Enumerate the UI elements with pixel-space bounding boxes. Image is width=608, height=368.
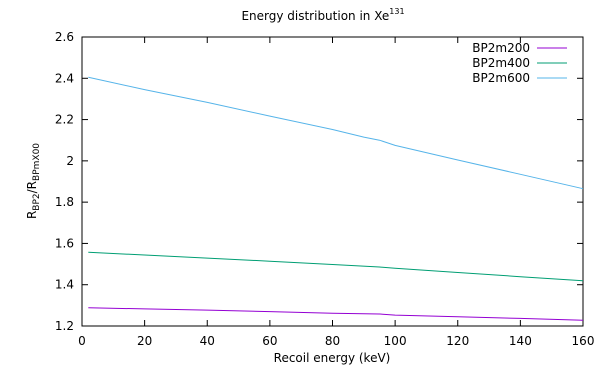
x-axis-title: Recoil energy (keV) [274, 351, 391, 365]
chart-title: Energy distribution in Xe131 [241, 7, 404, 23]
series-lines [88, 76, 584, 321]
x-tick-label: 40 [200, 334, 215, 348]
y-tick-label: 1.2 [55, 319, 74, 333]
y-tick-label: 1.4 [55, 278, 74, 292]
y-tick-label: 2.6 [55, 30, 74, 44]
y-tick-label: 1.8 [55, 195, 74, 209]
legend-label: BP2m400 [472, 56, 530, 70]
y-tick-label: 1.6 [55, 236, 74, 250]
x-tick-label: 0 [78, 334, 86, 348]
x-tick-label: 100 [384, 334, 407, 348]
y-tick-label: 2.4 [55, 71, 74, 85]
x-tick-label: 140 [509, 334, 532, 348]
x-tick-label: 80 [325, 334, 340, 348]
series-line-BP2m400 [88, 251, 584, 282]
series-line-BP2m200 [88, 307, 584, 321]
legend-label: BP2m200 [472, 41, 530, 55]
legend-label: BP2m600 [472, 71, 530, 85]
x-tick-label: 120 [446, 334, 469, 348]
x-tick-label: 160 [572, 334, 595, 348]
y-axis: 1.2 1.4 1.6 1.8 2 2.2 2.4 2.6 [55, 30, 583, 333]
y-axis-title: RBP2/RBPmX00 [25, 143, 42, 219]
series-line-BP2m600 [88, 76, 584, 190]
x-axis: 0 20 40 60 80 100 120 140 160 [78, 37, 594, 348]
x-tick-label: 60 [262, 334, 277, 348]
x-tick-label: 20 [137, 334, 152, 348]
y-tick-label: 2 [66, 154, 74, 168]
y-tick-label: 2.2 [55, 113, 74, 127]
